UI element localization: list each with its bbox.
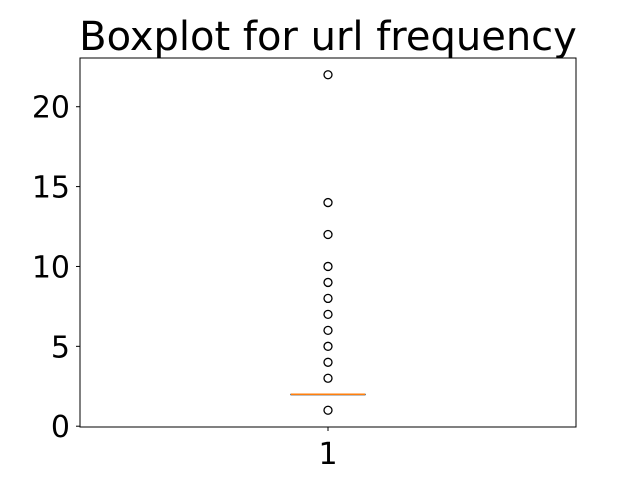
y-tick-label-10: 10: [32, 250, 70, 285]
outlier-point: [323, 70, 333, 80]
y-tick-label-0: 0: [51, 410, 70, 445]
x-tick-label-1: 1: [318, 437, 337, 472]
outlier-point: [323, 357, 333, 367]
box-layer: [290, 393, 366, 396]
outlier-point: [323, 293, 333, 304]
outlier-point: [323, 309, 333, 320]
outlier-layer: [323, 70, 333, 415]
outlier-point: [323, 261, 333, 272]
y-tick-label-15: 15: [32, 171, 70, 206]
y-tick-label-20: 20: [32, 91, 70, 126]
outlier-point: [323, 373, 333, 383]
y-tick-label-5: 5: [51, 330, 70, 365]
outlier-point: [323, 341, 333, 351]
plot-area-frame: [79, 57, 577, 428]
outlier-point: [323, 405, 333, 415]
x-axis: 1: [318, 427, 338, 472]
outlier-point: [323, 197, 333, 208]
outlier-point: [323, 325, 333, 336]
outlier-point: [323, 277, 333, 288]
outlier-point: [323, 229, 333, 240]
y-axis: 0 5 10 15 20: [32, 91, 80, 445]
chart-title: Boxplot for url frequency: [79, 14, 577, 60]
